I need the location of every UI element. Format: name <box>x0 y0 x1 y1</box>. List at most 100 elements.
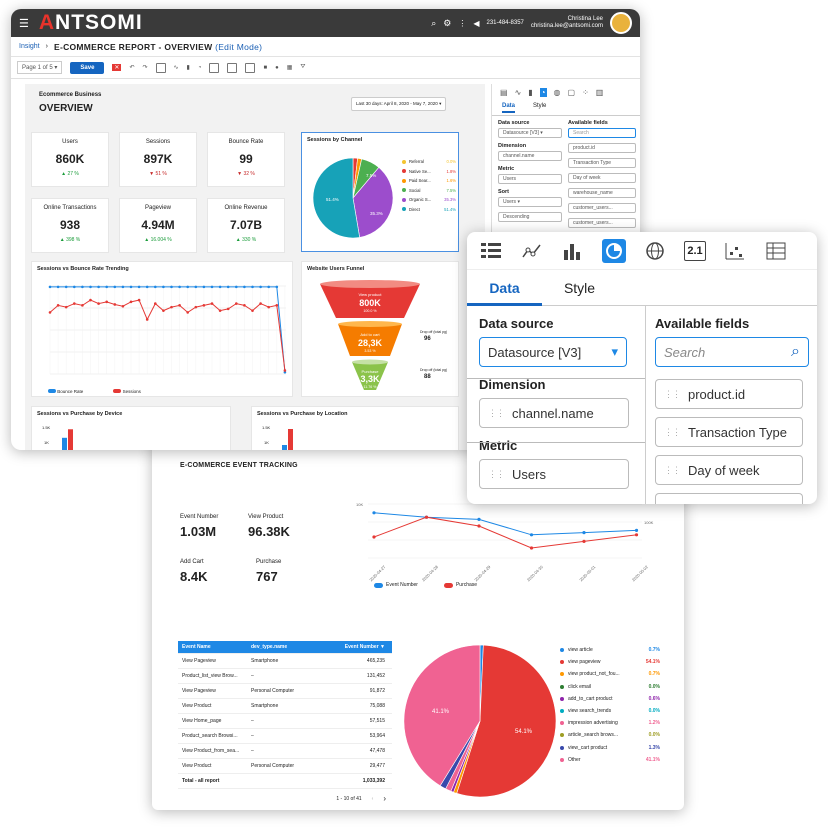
tab-data[interactable]: Data <box>502 103 516 113</box>
line-type-icon[interactable] <box>520 239 544 263</box>
legend-item[interactable]: Social 7.5% <box>402 186 456 196</box>
line-type-icon[interactable]: ∿ <box>514 88 522 97</box>
drag-handle-icon[interactable]: ⋮⋮ <box>664 388 681 399</box>
field-item[interactable]: customer_users... <box>568 218 636 228</box>
prev-page-icon[interactable]: ‹ <box>371 795 374 802</box>
table-icon[interactable] <box>155 62 166 73</box>
field-item[interactable]: ⋮⋮ Day of week <box>655 455 803 485</box>
table-row[interactable]: View Product Personal Computer 29,477 <box>178 759 392 774</box>
legend-item[interactable]: view article 0.7% <box>560 644 660 656</box>
table-row[interactable]: Product_list_view Brow... – 131,452 <box>178 669 392 684</box>
scatter-type-icon[interactable]: ⁘ <box>582 88 589 97</box>
legend-item[interactable]: add_to_cart product 0.6% <box>560 693 660 705</box>
pie-type-icon[interactable] <box>602 238 626 263</box>
image-icon[interactable] <box>245 62 256 73</box>
globe-type-icon[interactable] <box>643 239 667 263</box>
pivot-type-icon[interactable]: ▥ <box>595 88 604 97</box>
sessions-by-channel-panel[interactable]: Sessions by Channel 51.4% 35.3% 7.5% Refer… <box>301 132 459 252</box>
col-header[interactable]: Event Number ▼ <box>344 644 385 650</box>
pie-type-icon[interactable]: ◔ <box>539 88 547 97</box>
menu-icon[interactable]: ☰ <box>19 17 29 30</box>
tab-style[interactable]: Style <box>563 279 596 296</box>
scorecard-type-icon[interactable]: 2.1 <box>684 240 706 261</box>
drag-handle-icon[interactable]: ⋮⋮ <box>664 464 681 475</box>
pie-chart-icon[interactable]: ◔ <box>197 64 202 71</box>
dimension-field[interactable]: channel.name <box>498 151 562 161</box>
table-type-icon[interactable] <box>479 239 503 263</box>
search-icon[interactable]: ⌕ <box>791 343 800 360</box>
user-info[interactable]: Christina Lee christina.lee@antsomi.com <box>531 16 603 30</box>
scatter-type-icon[interactable] <box>723 239 747 263</box>
metric-field[interactable]: Users <box>498 174 562 184</box>
circle-icon[interactable]: ● <box>275 64 279 71</box>
field-search-input[interactable]: Search <box>568 128 636 138</box>
field-item[interactable]: ⋮⋮ Transaction Type <box>655 417 803 447</box>
table-row[interactable]: View Pageview Personal Computer 91,872 <box>178 684 392 699</box>
tab-style[interactable]: Style <box>533 103 547 109</box>
redo-icon[interactable]: ↷ <box>142 65 148 71</box>
filter-icon[interactable]: ⛛ <box>300 64 306 70</box>
bar-type-icon[interactable] <box>561 239 585 263</box>
notification-icon[interactable]: ⋮ <box>458 18 467 28</box>
search-icon[interactable]: ⌕ <box>431 17 437 28</box>
next-page-icon[interactable]: › <box>383 794 386 803</box>
pointer-icon[interactable]: ✕ <box>112 64 122 71</box>
field-search-input[interactable]: Search ⌕ <box>655 337 809 367</box>
text-icon[interactable] <box>227 62 238 73</box>
table-row[interactable]: Product_search Browsi... – 53,964 <box>178 729 392 744</box>
legend-item[interactable]: view_cart product 1.3% <box>560 742 660 754</box>
legend-toggle-purchase[interactable]: Purchase <box>443 582 477 588</box>
dimension-field[interactable]: ⋮⋮ channel.name <box>479 398 629 428</box>
legend-item[interactable]: view product_not_fou... 0.7% <box>560 668 660 680</box>
legend-item[interactable]: Other 41.1% <box>560 754 660 766</box>
legend-item[interactable]: Native Se... 1.8% <box>402 167 456 177</box>
table-row[interactable]: View Product_from_sea... – 47,478 <box>178 744 392 759</box>
globe-type-icon[interactable]: ◍ <box>553 88 561 97</box>
field-item-partial[interactable] <box>655 493 803 504</box>
legend-toggle-bounce[interactable]: Bounce Rate <box>48 389 83 394</box>
field-item[interactable]: Transaction Type <box>568 158 636 168</box>
field-item[interactable]: warehouse_name <box>568 188 636 198</box>
table-type-icon[interactable]: ▤ <box>500 88 508 97</box>
sort-field[interactable]: Users ▾ <box>498 197 562 207</box>
table-row[interactable]: View Pageview Smartphone 465,235 <box>178 654 392 669</box>
rectangle-icon[interactable]: ■ <box>263 64 268 71</box>
legend-item[interactable]: Referral 0.0% <box>402 157 456 167</box>
bar-type-icon[interactable]: ▮ <box>528 88 533 97</box>
legend-item[interactable]: impression advertising 1.2% <box>560 717 660 729</box>
field-item[interactable]: Day of week <box>568 173 636 183</box>
drag-handle-icon[interactable]: ⋮⋮ <box>488 468 505 479</box>
bar-chart-icon[interactable]: ▮ <box>186 65 190 71</box>
page-selector[interactable]: Page 1 of 5 ▾ <box>17 61 63 74</box>
metric-field[interactable]: ⋮⋮ Users <box>479 459 629 489</box>
table-row[interactable]: View Home_page – 57,515 <box>178 714 392 729</box>
undo-icon[interactable]: ↶ <box>129 65 135 71</box>
data-source-select[interactable]: Datasource [V3] ▾ <box>498 128 562 138</box>
legend-item[interactable]: Organic S... 35.3% <box>402 195 456 205</box>
sort-order[interactable]: Descending <box>498 212 562 222</box>
drag-handle-icon[interactable]: ⋮⋮ <box>488 407 505 418</box>
breadcrumb-root[interactable]: Insight <box>19 43 40 50</box>
legend-item[interactable]: Paid Sear... 1.6% <box>402 176 456 186</box>
field-item[interactable]: product.id <box>568 143 636 153</box>
legend-item[interactable]: click email 0.0% <box>560 681 660 693</box>
calendar-icon[interactable]: ▦ <box>286 65 293 71</box>
field-item[interactable]: ⋮⋮ product.id <box>655 379 803 409</box>
line-chart-icon[interactable]: ∿ <box>173 65 179 71</box>
tab-data[interactable]: Data <box>467 270 542 306</box>
table-row[interactable]: View Product Smartphone 75,088 <box>178 699 392 714</box>
drag-handle-icon[interactable]: ⋮⋮ <box>664 426 681 437</box>
scorecard-type-icon[interactable]: ▢ <box>567 88 576 97</box>
col-header[interactable]: Event Name <box>182 644 211 650</box>
pivot-type-icon[interactable] <box>764 239 788 263</box>
legend-toggle-sessions[interactable]: Sessions <box>113 389 141 394</box>
legend-item[interactable]: article_search brows... 0.0% <box>560 729 660 741</box>
col-header[interactable]: dev_type.name <box>251 644 288 650</box>
legend-item[interactable]: view pageview 54.1% <box>560 656 660 668</box>
scorecard-icon[interactable] <box>209 62 220 73</box>
data-source-select[interactable]: Datasource [V3] ▾ <box>479 337 627 367</box>
gear-icon[interactable]: ⚙ <box>443 17 452 28</box>
legend-item[interactable]: Direct 51.4% <box>402 205 456 215</box>
legend-toggle-event[interactable]: Event Number <box>374 582 418 588</box>
save-button[interactable]: Save <box>70 61 105 74</box>
